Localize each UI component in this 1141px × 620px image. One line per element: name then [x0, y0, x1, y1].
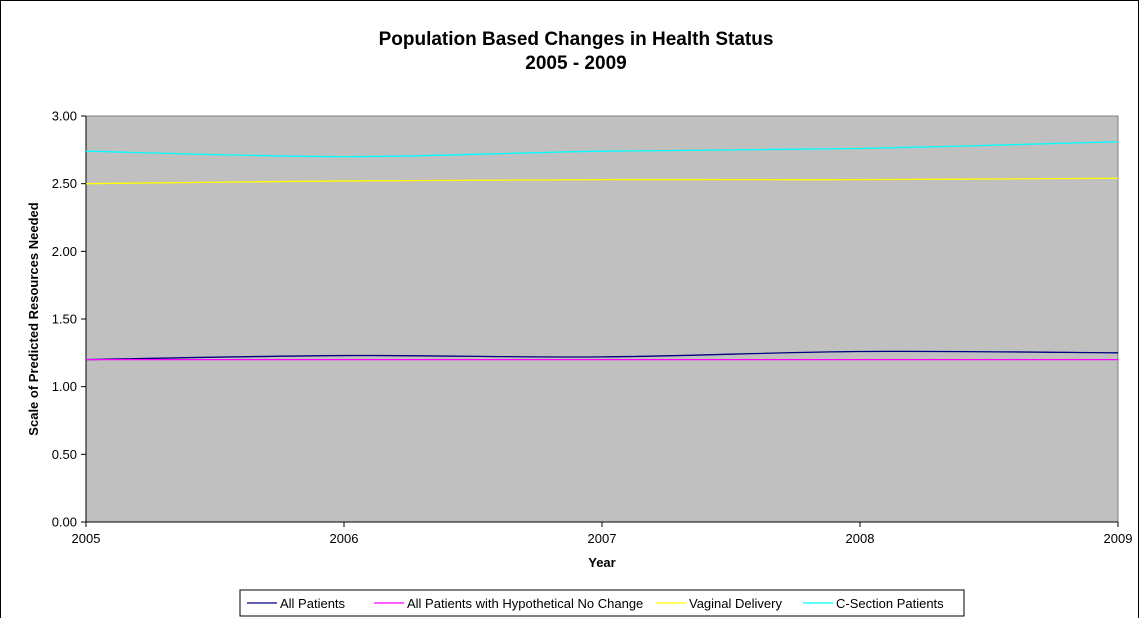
chart-subtitle: 2005 - 2009 — [525, 53, 626, 74]
x-tick-label: 2009 — [1104, 531, 1133, 546]
legend-label: C-Section Patients — [836, 596, 944, 611]
series-line-4 — [85, 141, 1119, 158]
y-tick-label: 1.00 — [52, 379, 77, 394]
legend-box — [239, 589, 965, 617]
axes: 0.00 0.50 1.00 1.50 2.00 2.50 3.00 2005 2006 2007… — [52, 109, 1133, 547]
legend-label: Vaginal Delivery — [689, 596, 782, 611]
series-line-1 — [85, 350, 1119, 361]
series-line-3 — [85, 177, 1119, 185]
legend: All Patients All Patients with Hypothetic… — [239, 589, 965, 617]
y-tick-label: 2.00 — [52, 244, 77, 259]
y-tick-label: 0.00 — [52, 515, 77, 530]
x-tick-label: 2006 — [330, 531, 359, 546]
x-tick-label: 2007 — [588, 531, 617, 546]
y-tick-label: 0.50 — [52, 447, 77, 462]
legend-label: All Patients — [280, 596, 346, 611]
x-tick-label: 2005 — [72, 531, 101, 546]
y-axis-title: Scale of Predicted Resources Needed — [26, 202, 41, 435]
legend-label: All Patients with Hypothetical No Change — [407, 596, 643, 611]
y-tick-label: 3.00 — [52, 109, 77, 124]
plot-area — [85, 115, 1119, 523]
chart-title: Population Based Changes in Health Statu… — [379, 29, 774, 50]
x-tick-label: 2008 — [846, 531, 875, 546]
series-group — [85, 141, 1119, 361]
y-tick-label: 2.50 — [52, 176, 77, 191]
x-axis-title: Year — [588, 555, 615, 570]
y-tick-label: 1.50 — [52, 312, 77, 327]
